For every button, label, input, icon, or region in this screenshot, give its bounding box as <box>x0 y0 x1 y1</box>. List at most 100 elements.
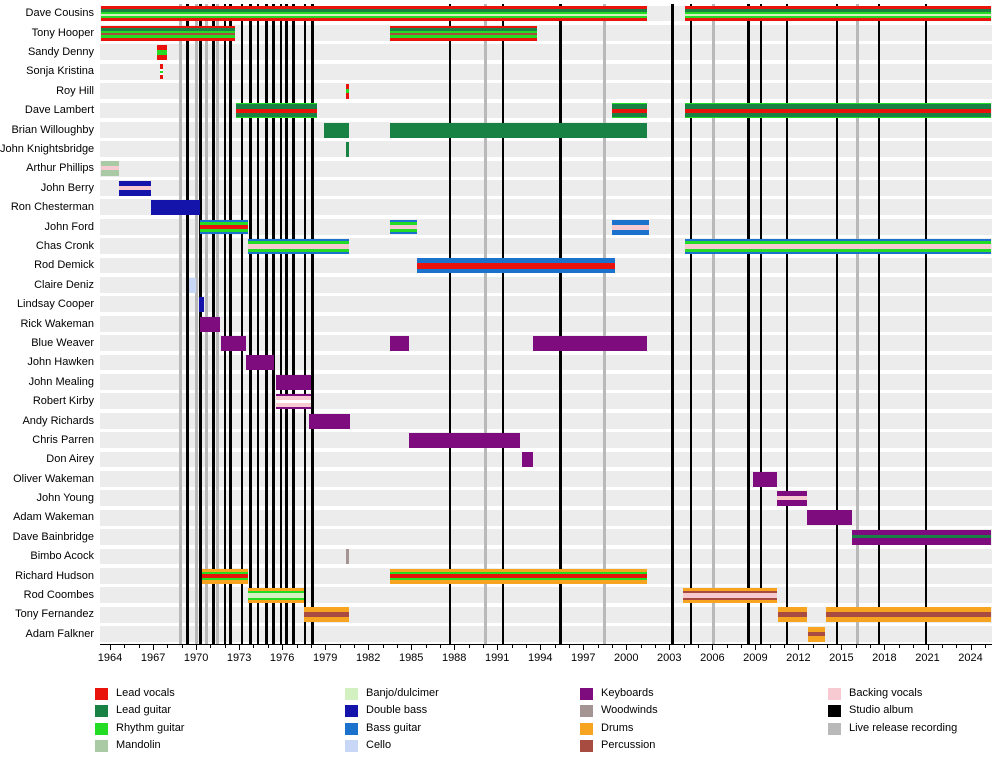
member-label: Ron Chesterman <box>10 201 94 214</box>
role-stripe-rhythm_guitar <box>200 221 248 225</box>
member-stint-bar <box>807 510 852 526</box>
member-row-band <box>100 529 992 545</box>
role-stripe-backing_vocals <box>100 166 119 171</box>
studio-album-line <box>240 4 244 644</box>
role-stripe-drums <box>201 580 248 584</box>
x-axis-minor-tick <box>382 645 384 648</box>
x-axis-major-tick <box>110 645 111 650</box>
member-stint-bar <box>118 180 151 196</box>
member-row-band <box>100 277 992 293</box>
member-stint-bar <box>389 335 410 351</box>
x-axis-minor-tick <box>210 645 212 648</box>
studio-album-line <box>559 4 562 644</box>
role-stripe-mandolin <box>100 161 119 167</box>
member-label: Tony Fernandez <box>15 608 94 621</box>
role-stripe-keyboards <box>200 316 221 332</box>
member-row-band <box>100 44 992 61</box>
legend-label: Double bass <box>366 704 428 717</box>
role-stripe-rhythm_guitar <box>100 30 235 34</box>
member-stint-bar <box>245 355 274 371</box>
role-stripe-lead_vocals <box>416 262 615 269</box>
role-stripe-drums <box>825 607 992 613</box>
legend-label: Backing vocals <box>849 687 923 699</box>
studio-album-line <box>759 4 763 644</box>
x-axis-tick-label: 1985 <box>398 652 424 664</box>
role-stripe-lead_guitar <box>685 104 992 109</box>
member-label: Andy Richards <box>22 414 94 427</box>
role-stripe-rhythm_guitar <box>685 12 992 15</box>
role-stripe-lead_guitar <box>100 28 235 31</box>
x-axis-major-tick <box>196 645 198 650</box>
member-row-band <box>100 432 992 449</box>
x-axis-major-tick <box>411 645 413 650</box>
role-stripe-rhythm_guitar <box>612 116 648 119</box>
member-stint-bar <box>200 316 221 332</box>
role-stripe-rhythm_guitar <box>685 241 992 245</box>
role-stripe-banjo_dulcimer <box>247 593 304 598</box>
role-stripe-keyboards <box>533 335 648 351</box>
role-stripe-bass_guitar <box>612 229 649 235</box>
x-axis-tick-label: 1979 <box>312 652 338 664</box>
role-stripe-rhythm_guitar <box>389 229 417 233</box>
studio-album-line <box>229 4 232 644</box>
role-stripe-percussion <box>807 631 825 637</box>
x-axis-minor-tick <box>741 645 742 648</box>
role-stripe-bass_guitar <box>685 251 992 254</box>
member-row-band <box>100 354 992 371</box>
studio-album-line <box>285 4 288 644</box>
role-stripe-bass_guitar <box>200 232 248 235</box>
member-row-band <box>100 374 992 390</box>
role-stripe-keyboards <box>220 335 247 351</box>
member-label: Bimbo Acock <box>30 550 94 563</box>
member-label: Rick Wakeman <box>20 317 94 330</box>
role-stripe-lead_vocals <box>685 18 992 22</box>
live-recording-line <box>712 4 716 644</box>
x-axis-major-tick <box>970 645 972 650</box>
role-stripe-lead_vocals <box>100 25 235 29</box>
x-axis-minor-tick <box>167 645 169 648</box>
role-stripe-lead_guitar <box>345 142 350 157</box>
member-label: Robert Kirby <box>32 395 94 408</box>
legend-label: Banjo/dulcimer <box>366 687 439 699</box>
member-stint-bar <box>199 297 204 313</box>
x-axis-minor-tick <box>784 645 786 648</box>
member-label: Oliver Wakeman <box>13 472 94 485</box>
member-stint-bar <box>389 122 648 138</box>
role-stripe-keyboards <box>752 471 777 487</box>
role-stripe-rhythm_guitar <box>200 229 248 233</box>
member-stint-bar <box>345 142 350 157</box>
x-axis-tick-label: 1994 <box>528 652 553 664</box>
role-stripe-white <box>275 400 311 403</box>
member-stint-bar <box>685 103 992 119</box>
role-stripe-lead_vocals <box>235 108 318 113</box>
legend-swatch-banjo_dulcimer <box>345 688 358 700</box>
member-label: Dave Bainbridge <box>12 530 94 543</box>
role-stripe-rhythm_guitar <box>685 248 992 252</box>
member-stint-bar <box>389 25 538 41</box>
member-stint-bar <box>345 83 350 99</box>
x-axis-major-tick <box>282 645 284 650</box>
member-row-band <box>100 141 992 158</box>
member-stint-bar <box>247 588 304 603</box>
member-label: Dave Lambert <box>24 104 94 117</box>
role-stripe-bass_guitar <box>389 219 417 222</box>
studio-album-line <box>186 4 189 644</box>
legend-label: Bass guitar <box>366 721 422 734</box>
role-stripe-drums <box>777 616 807 623</box>
role-stripe-double_bass <box>199 297 204 313</box>
legend-swatch-lead_guitar <box>95 705 108 718</box>
legend-label: Rhythm guitar <box>116 721 185 734</box>
member-label: John Hawken <box>27 356 94 369</box>
role-stripe-rhythm_guitar <box>159 70 164 73</box>
x-axis-tick-label: 2021 <box>915 652 940 664</box>
member-stint-bar <box>776 491 807 506</box>
member-label: Sonja Kristina <box>26 65 94 78</box>
x-axis-tick-label: 1988 <box>441 652 467 664</box>
x-axis-minor-tick <box>698 645 699 648</box>
legend-label: Live release recording <box>849 721 958 734</box>
studio-album-line <box>835 4 839 644</box>
role-stripe-lead_vocals <box>345 83 350 90</box>
x-axis-major-tick <box>497 645 499 650</box>
role-stripe-percussion <box>683 598 777 600</box>
x-axis-minor-tick <box>769 645 771 648</box>
